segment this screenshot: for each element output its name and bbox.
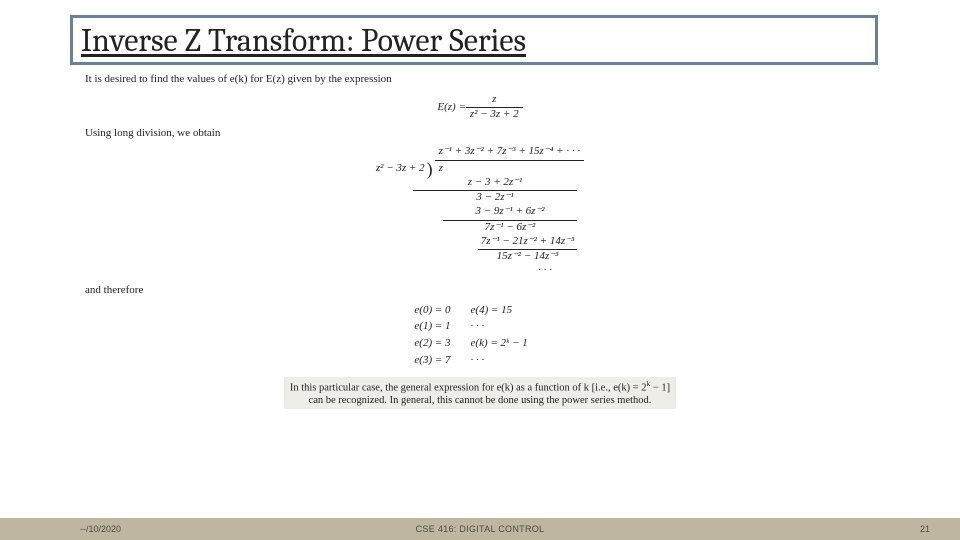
footer-date: --/10/2020 [80, 524, 121, 534]
ld-dividend: z [435, 161, 585, 176]
ld-divisor: z² − 3z + 2 [376, 162, 427, 176]
results-table: e(0) = 0 e(4) = 15 e(1) = 1 · · · e(2) =… [412, 302, 547, 371]
footer-bar: --/10/2020 CSE 416: DIGITAL CONTROL 21 [0, 518, 960, 540]
note-line1-post: − 1] [650, 382, 670, 393]
ld-quotient: z⁻¹ + 3z⁻² + 7z⁻³ + 15z⁻⁴ + · · · [435, 145, 585, 161]
result-cell: e(3) = 7 [414, 354, 468, 369]
closing-note: In this particular case, the general exp… [85, 377, 875, 410]
result-cell: e(1) = 1 [414, 320, 468, 335]
ld-step-sub: 7z⁻¹ − 21z⁻² + 14z⁻³ [478, 235, 578, 249]
main-equation: E(z) = z z² − 3z + 2 [437, 93, 522, 122]
ld-step-sub: 3 − 9z⁻¹ + 6z⁻² [443, 205, 578, 219]
page-title: Inverse Z Transform: Power Series [81, 22, 526, 59]
ld-step: 7z⁻¹ − 21z⁻² + 14z⁻³ 15z⁻² − 14z⁻³ [478, 235, 578, 265]
long-division: z² − 3z + 2 ) z⁻¹ + 3z⁻² + 7z⁻³ + 15z⁻⁴ … [376, 145, 584, 176]
result-cell: · · · [471, 354, 546, 369]
intro-text: It is desired to find the values of e(k)… [85, 73, 875, 87]
note-line2: can be recognized. In general, this cann… [309, 395, 652, 406]
result-cell: e(k) = 2ᵏ − 1 [471, 337, 546, 352]
result-cell: e(2) = 3 [414, 337, 468, 352]
using-text: Using long division, we obtain [85, 127, 875, 141]
ld-step-diff: 7z⁻¹ − 6z⁻² [443, 220, 578, 235]
ld-step-diff: 15z⁻² − 14z⁻³ [478, 249, 578, 264]
ld-step-sub: z − 3 + 2z⁻¹ [413, 176, 578, 190]
eq-denominator: z² − 3z + 2 [466, 107, 523, 122]
ld-step: z − 3 + 2z⁻¹ 3 − 2z⁻¹ [413, 176, 578, 206]
eq-fraction: z z² − 3z + 2 [466, 93, 523, 122]
footer-page: 21 [920, 524, 930, 534]
eq-lhs: E(z) = [437, 101, 466, 113]
eq-numerator: z [466, 93, 523, 107]
therefore-text: and therefore [85, 284, 875, 298]
title-container: Inverse Z Transform: Power Series [70, 15, 878, 65]
result-cell: · · · [471, 320, 546, 335]
content-area: It is desired to find the values of e(k)… [85, 72, 875, 409]
ld-steps: z − 3 + 2z⁻¹ 3 − 2z⁻¹ 3 − 9z⁻¹ + 6z⁻² 7z… [383, 176, 578, 278]
ld-step: 3 − 9z⁻¹ + 6z⁻² 7z⁻¹ − 6z⁻² [443, 205, 578, 235]
result-cell: e(0) = 0 [414, 304, 468, 319]
ld-step-diff: 3 − 2z⁻¹ [413, 190, 578, 205]
note-line1-pre: In this particular case, the general exp… [290, 382, 647, 393]
ld-bracket: ) [427, 162, 435, 176]
ld-ellipsis: · · · [513, 264, 578, 278]
result-cell: e(4) = 15 [471, 304, 546, 319]
footer-course: CSE 416: DIGITAL CONTROL [0, 524, 960, 534]
